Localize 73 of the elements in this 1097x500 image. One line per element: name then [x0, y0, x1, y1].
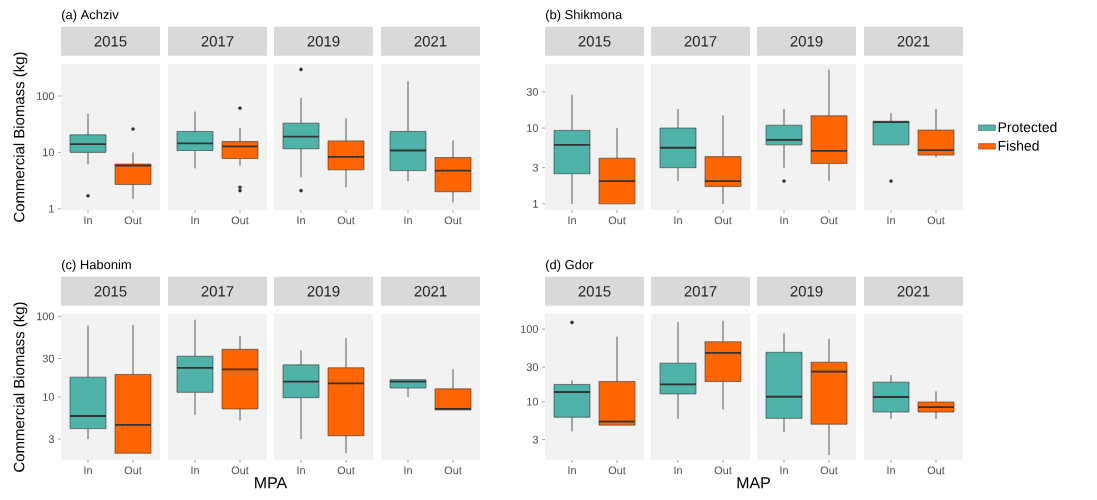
x-tick-label: Out	[608, 466, 626, 475]
chart-title: 2015	[578, 36, 611, 47]
chart-title: 2019	[790, 286, 823, 297]
chart-title: 2021	[897, 36, 930, 47]
x-tick-label: In	[191, 466, 199, 475]
x-tick-label: In	[887, 466, 895, 475]
legend-label: Fished	[998, 140, 1039, 151]
x-tick-label: In	[780, 216, 788, 225]
x-tick-label: Out	[927, 216, 945, 225]
chart-title: 2017	[684, 286, 717, 297]
x-tick-label: Out	[337, 466, 355, 475]
x-tick-label: In	[404, 216, 412, 225]
x-tick-label: In	[404, 466, 412, 475]
y-tick-label: 100	[521, 325, 539, 334]
y-axis-title: Commercial Biomass (kg)	[13, 302, 28, 472]
y-tick-label: 30	[42, 354, 55, 363]
x-tick-label: In	[674, 216, 682, 225]
y-tick-label: 10	[527, 124, 539, 132]
y-tick-label: 10	[527, 397, 539, 406]
chart-title: 2021	[414, 286, 447, 297]
x-tick-label: Out	[231, 216, 249, 225]
y-tick-label: 100	[37, 312, 55, 321]
x-tick-label: Out	[608, 216, 626, 225]
text: (d) Gdor	[546, 259, 594, 272]
x-tick-label: Out	[444, 466, 462, 475]
x-tick-label: Out	[231, 466, 249, 475]
chart-title: 2019	[790, 36, 823, 47]
chart-title: 2019	[307, 36, 340, 47]
chart-title: 2015	[578, 286, 611, 297]
chart-title: 2019	[307, 286, 340, 297]
legend-label: Protected	[998, 121, 1057, 133]
x-tick-label: Out	[714, 466, 732, 475]
x-tick-label: In	[568, 466, 576, 475]
x-tick-label: In	[297, 466, 305, 475]
x-tick-label: Out	[820, 466, 838, 475]
x-tick-label: Out	[337, 216, 355, 225]
x-tick-label: In	[568, 216, 576, 225]
text: (c) Habonim	[62, 259, 131, 272]
y-axis-title: Commercial Biomass (kg)	[13, 52, 28, 222]
x-tick-label: Out	[124, 466, 142, 475]
x-tick-label: Out	[444, 216, 462, 225]
y-tick-label: 30	[526, 363, 539, 371]
y-tick-label: 3	[532, 163, 538, 172]
chart-title: 2017	[684, 36, 717, 47]
x-tick-label: In	[191, 216, 199, 225]
x-axis-title: MAP	[737, 477, 770, 489]
chart-title: 2015	[94, 36, 127, 47]
y-tick-label: 3	[48, 435, 54, 443]
y-tick-label: 1	[533, 200, 538, 208]
text: (a) Achziv	[62, 9, 119, 22]
x-tick-label: Out	[927, 466, 945, 475]
x-tick-label: In	[674, 466, 682, 475]
chart-title: 2017	[201, 36, 234, 47]
chart-title: 2015	[94, 286, 127, 297]
y-tick-label: 30	[526, 88, 539, 96]
x-tick-label: In	[84, 216, 92, 225]
chart-title: 2021	[414, 36, 447, 47]
y-tick-label: 10	[43, 393, 55, 401]
text: (b) Shikmona	[546, 9, 623, 22]
y-tick-label: 3	[532, 435, 538, 444]
x-tick-label: Out	[124, 216, 142, 225]
x-tick-label: Out	[820, 216, 838, 225]
chart-title: 2017	[201, 286, 234, 297]
x-axis-title: MPA	[255, 477, 288, 489]
chart-title: 2021	[897, 286, 930, 297]
y-tick-label: 100	[37, 92, 55, 100]
x-tick-label: In	[780, 466, 788, 475]
x-tick-label: In	[887, 216, 895, 225]
x-tick-label: Out	[714, 216, 732, 225]
y-tick-label: 10	[43, 148, 55, 157]
x-tick-label: In	[84, 466, 92, 475]
x-tick-label: In	[297, 216, 305, 225]
y-tick-label: 1	[49, 204, 54, 213]
